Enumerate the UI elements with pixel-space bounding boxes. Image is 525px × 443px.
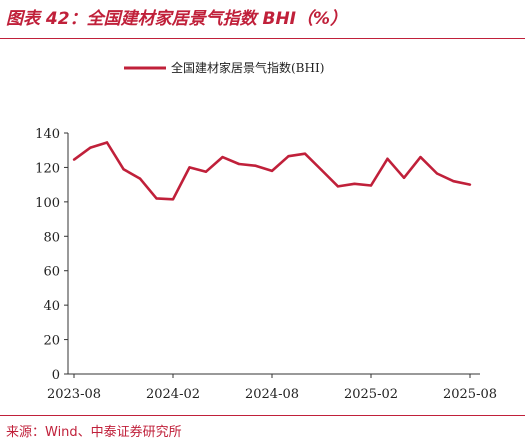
data-point <box>468 183 472 186</box>
plot-area <box>72 141 472 201</box>
y-tick-label: 80 <box>43 230 60 245</box>
x-tick-label: 2023-08 <box>47 387 101 402</box>
x-tick-label: 2025-02 <box>344 387 398 402</box>
chart-axes: 0 20 40 60 80 100 120 140 2023-08 2024-02 2024-08 2… <box>35 127 497 402</box>
data-point <box>171 198 175 201</box>
data-point <box>435 172 439 175</box>
data-point <box>105 141 109 144</box>
data-point <box>72 158 76 161</box>
data-point <box>320 168 323 172</box>
x-tick-label: 2024-02 <box>146 387 200 402</box>
y-tick-label: 60 <box>43 265 60 280</box>
data-point <box>386 157 389 161</box>
y-tick-label: 120 <box>35 161 60 176</box>
data-point <box>402 176 406 179</box>
data-point <box>138 177 142 180</box>
data-point <box>419 155 422 159</box>
bhi-line-chart: 全国建材家居景气指数(BHI) 0 20 40 60 80 100 120 140 2023-0… <box>35 60 497 402</box>
data-point <box>89 146 92 149</box>
footer-divider <box>0 415 525 416</box>
data-point <box>188 166 191 169</box>
x-tick-label: 2024-08 <box>245 387 299 402</box>
chart-legend: 全国建材家居景气指数(BHI) <box>124 60 324 75</box>
x-tick-label: 2025-08 <box>443 387 497 402</box>
data-point <box>122 167 125 171</box>
data-point <box>353 182 356 185</box>
data-point <box>237 162 241 166</box>
data-point <box>155 197 158 200</box>
data-point <box>254 164 257 167</box>
y-tick-label: 100 <box>35 196 60 211</box>
y-tick-label: 0 <box>52 368 60 383</box>
data-point <box>369 184 373 187</box>
data-point <box>303 152 307 155</box>
y-tick-label: 140 <box>35 127 60 142</box>
title-divider <box>0 38 525 39</box>
source-note: 来源：Wind、中泰证券研究所 <box>6 425 182 440</box>
legend-label: 全国建材家居景气指数(BHI) <box>171 60 324 75</box>
data-point <box>270 169 274 173</box>
data-point <box>204 170 208 173</box>
data-point <box>287 155 290 158</box>
figure-title: 图表 42：全国建材家居景气指数 BHI（%） <box>6 9 348 29</box>
data-point <box>336 185 340 188</box>
y-tick-label: 20 <box>43 334 60 349</box>
data-point <box>221 155 224 159</box>
y-tick-label: 40 <box>43 299 60 314</box>
data-point <box>452 180 455 183</box>
